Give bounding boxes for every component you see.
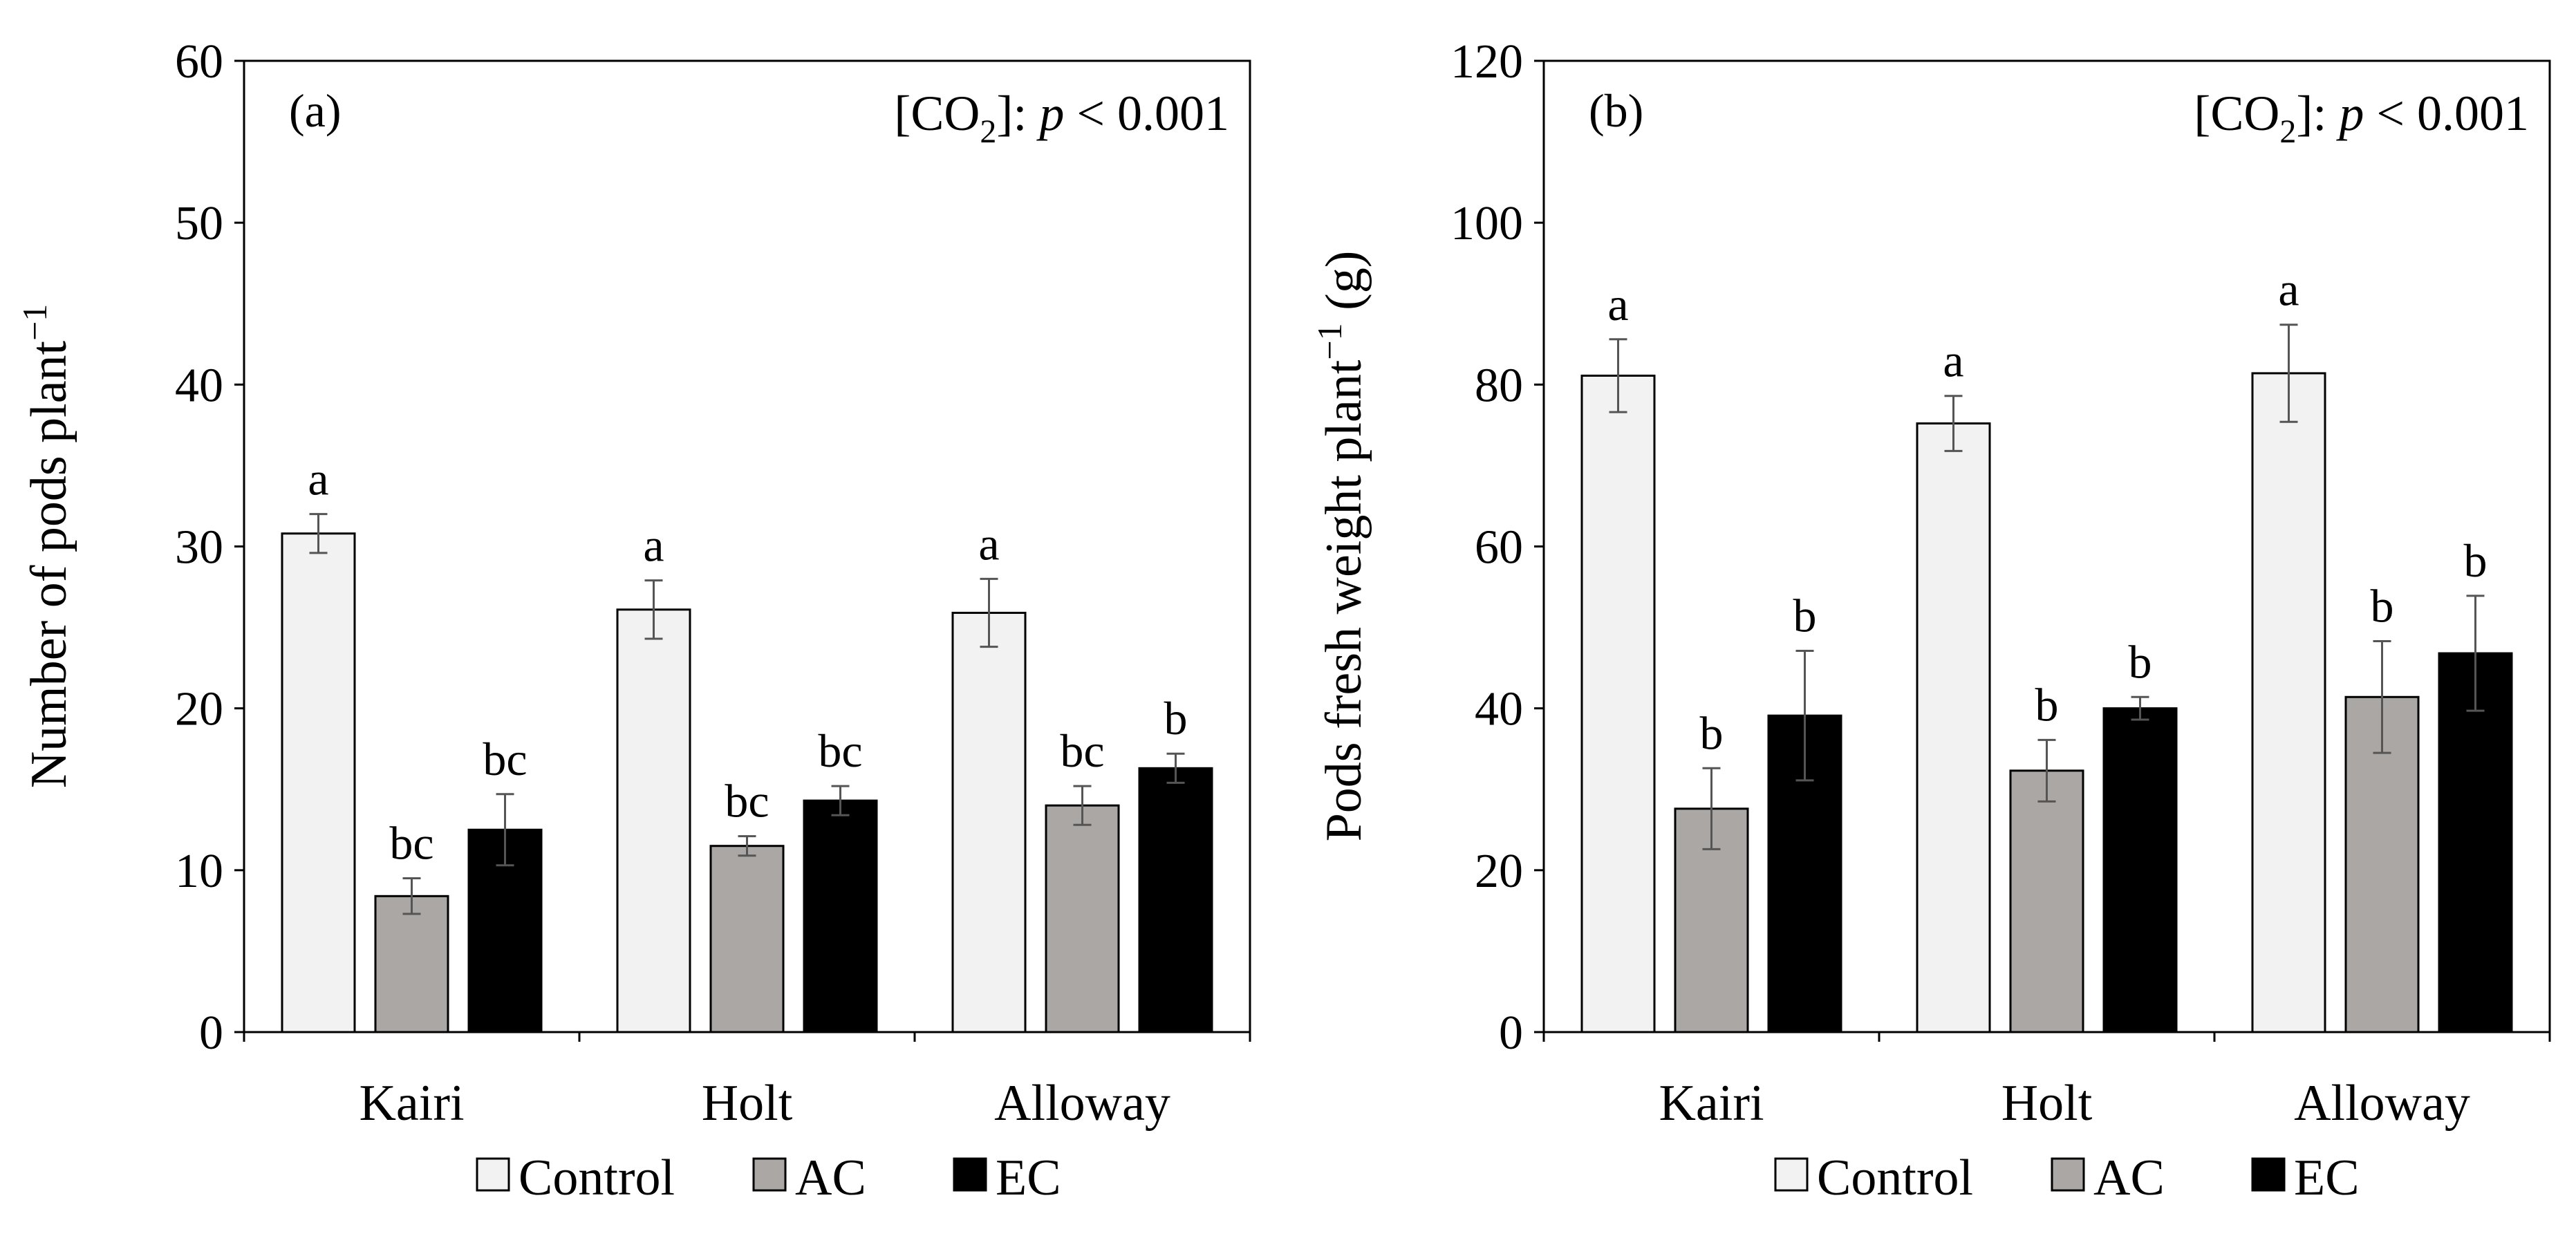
- significance-letter: b: [1700, 706, 1724, 759]
- y-axis-title: Pods fresh weight plant−1 (g): [1310, 251, 1372, 842]
- y-tick-label: 0: [1499, 1007, 1523, 1060]
- legend-label-ec: EC: [2294, 1150, 2360, 1206]
- y-tick-label: 10: [175, 845, 223, 898]
- y-tick-label: 40: [175, 359, 223, 412]
- bar-ec-alloway: [2438, 652, 2513, 1033]
- legend-swatch-ac: [752, 1157, 787, 1192]
- legend-swatch-ec: [953, 1157, 987, 1192]
- co2-annotation: [CO2]: p < 0.001: [894, 86, 1229, 150]
- bar-ac-alloway: [1045, 804, 1120, 1033]
- bar-control-alloway: [951, 612, 1027, 1033]
- category-label: Alloway: [994, 1075, 1170, 1132]
- legend: Control AC EC: [476, 1150, 1061, 1206]
- significance-letter: bc: [725, 775, 769, 827]
- legend-swatch-ac: [2051, 1157, 2085, 1192]
- y-tick-label: 60: [175, 35, 223, 88]
- category-label: Holt: [702, 1075, 793, 1132]
- legend-label-control: Control: [1817, 1150, 1973, 1206]
- category-label: Holt: [2001, 1075, 2093, 1132]
- y-tick-label: 30: [175, 521, 223, 574]
- significance-letter: a: [1943, 335, 1963, 387]
- significance-letter: b: [1164, 692, 1188, 745]
- chart-panel-b: 0 20 40 60 80 100 120 Kairi Holt Alloway a a a b b b b b b…: [1310, 35, 2551, 1206]
- significance-letter: b: [2129, 635, 2152, 688]
- significance-letter: bc: [818, 724, 862, 777]
- y-tick-label: 20: [175, 683, 223, 736]
- bar-control-kairi: [281, 532, 356, 1033]
- legend-swatch-control: [1774, 1157, 1809, 1192]
- significance-letter: b: [2464, 534, 2488, 587]
- significance-letter: b: [2371, 579, 2394, 632]
- bar-control-holt: [1916, 422, 1991, 1033]
- y-tick-label: 20: [1475, 845, 1523, 898]
- bar-ec-holt: [803, 799, 878, 1033]
- legend-label-ac: AC: [795, 1150, 866, 1206]
- bar-control-kairi: [1580, 374, 1656, 1033]
- significance-letter: bc: [483, 733, 527, 785]
- category-label: Kairi: [359, 1075, 464, 1132]
- significance-letter: b: [2035, 678, 2059, 731]
- legend: Control AC EC: [1774, 1150, 2360, 1206]
- y-tick-label: 120: [1450, 35, 1523, 88]
- y-tick-label: 0: [199, 1007, 223, 1060]
- legend-label-ec: EC: [996, 1150, 1061, 1206]
- bar-ec-alloway: [1138, 767, 1213, 1033]
- significance-letter: b: [1793, 590, 1817, 642]
- legend-label-control: Control: [519, 1150, 675, 1206]
- bar-ac-holt: [2009, 769, 2084, 1033]
- significance-letter: a: [643, 519, 664, 572]
- bar-ec-holt: [2102, 707, 2178, 1033]
- bar-ac-holt: [709, 845, 785, 1033]
- legend-label-ac: AC: [2093, 1150, 2165, 1206]
- bar-control-alloway: [2251, 372, 2326, 1033]
- bar-control-holt: [616, 608, 691, 1033]
- legend-swatch-ec: [2251, 1157, 2286, 1192]
- panel-label: (b): [1589, 84, 1643, 137]
- significance-letter: bc: [1060, 724, 1104, 777]
- significance-letter: a: [1607, 278, 1628, 330]
- y-axis-title: Number of pods plant−1: [15, 304, 77, 789]
- y-tick-label: 40: [1475, 683, 1523, 736]
- significance-letter: a: [2278, 263, 2299, 316]
- y-tick-label: 60: [1475, 521, 1523, 574]
- significance-letter: a: [978, 517, 999, 570]
- category-label: Kairi: [1659, 1075, 1764, 1132]
- category-label: Alloway: [2294, 1075, 2470, 1132]
- legend-swatch-control: [476, 1157, 510, 1192]
- y-tick-label: 80: [1475, 359, 1523, 412]
- y-tick-label: 100: [1450, 197, 1523, 250]
- co2-annotation: [CO2]: p < 0.001: [2194, 86, 2529, 150]
- significance-letter: bc: [389, 817, 433, 870]
- significance-letter: a: [308, 453, 328, 505]
- y-tick-label: 50: [175, 197, 223, 250]
- bar-ac-kairi: [374, 895, 449, 1033]
- panel-label: (a): [289, 84, 341, 137]
